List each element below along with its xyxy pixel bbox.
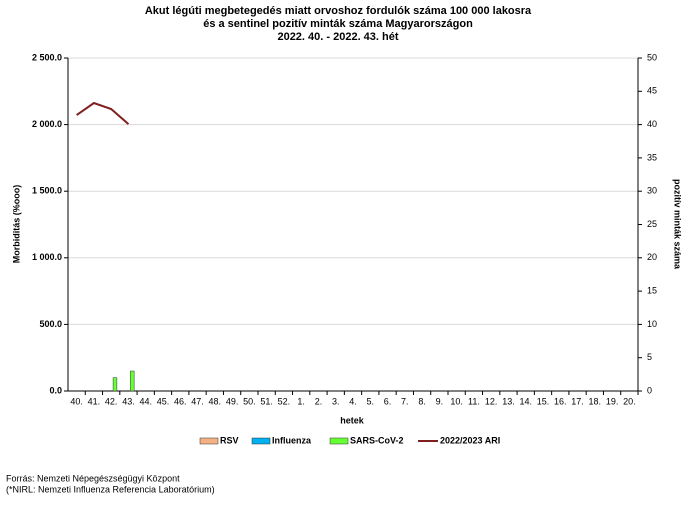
x-tick-label: 43. [122,396,135,406]
source-text: Forrás: Nemzeti Népegészségügyi Központ [6,473,180,483]
x-tick-label: 1. [297,396,305,406]
x-tick-label: 50. [243,396,256,406]
y-tick-label: 2 000.0 [32,119,62,129]
legend-swatch [251,437,271,445]
x-tick-label: 48. [209,396,222,406]
x-tick-label: 46. [174,396,187,406]
x-tick-label: 51. [260,396,273,406]
x-tick-label: 18. [589,396,602,406]
x-tick-label: 40. [70,396,83,406]
x-tick-label: 52. [278,396,291,406]
x-tick-label: 44. [139,396,152,406]
x-tick-label: 17. [571,396,584,406]
legend-swatch [199,437,219,445]
x-tick-label: 41. [88,396,101,406]
y2-tick-label: 40 [647,119,657,129]
legend-swatch [329,437,349,445]
x-tick-label: 9. [436,396,444,406]
bar [130,370,135,392]
y2-tick-label: 30 [647,186,657,196]
y2-tick-label: 15 [647,285,657,295]
chart-title: 2022. 40. - 2022. 43. hét [277,31,398,43]
y2-tick-label: 50 [647,52,657,62]
line [76,101,130,125]
y-tick-label: 2 500.0 [32,52,62,62]
chart-title: és a sentinel pozitív minták száma Magya… [203,18,473,30]
x-tick-label: 42. [105,396,118,406]
x-tick-label: 4. [349,396,357,406]
y-tick-label: 1 000.0 [32,252,62,262]
y-tick-label: 500.0 [39,319,62,329]
y2-tick-label: 5 [647,352,652,362]
x-tick-label: 45. [157,396,170,406]
x-tick-label: 14. [519,396,532,406]
y2-tick-label: 10 [647,319,657,329]
chart-title: Akut légúti megbetegedés miatt orvoshoz … [145,5,532,17]
x-tick-label: 5. [367,396,375,406]
y-axis-title: Morbiditás (%ooo) [11,185,21,264]
x-tick-label: 20. [623,396,636,406]
y2-tick-label: 45 [647,86,657,96]
x-tick-label: 19. [606,396,619,406]
x-tick-label: 7. [401,396,409,406]
y-tick-label: 0.0 [49,385,62,395]
legend-label: RSV [220,435,239,445]
x-tick-label: 3. [332,396,340,406]
bar [112,377,118,392]
x-tick-label: 6. [384,396,392,406]
y-tick-label: 1 500.0 [32,186,62,196]
x-tick-label: 11. [468,396,480,406]
x-tick-label: 49. [226,396,239,406]
y2-tick-label: 20 [647,252,657,262]
legend-label: SARS-CoV-2 [350,435,404,445]
legend-label: 2022/2023 ARI [440,435,500,445]
x-tick-label: 8. [418,396,426,406]
y2-tick-label: 35 [647,152,657,162]
x-tick-label: 15. [537,396,550,406]
x-axis-title: hetek [340,415,365,425]
x-tick-label: 2. [315,396,323,406]
y2-tick-label: 25 [647,219,657,229]
source-text: (*NIRL: Nemzeti Influenza Referencia Lab… [6,484,215,494]
x-tick-label: 47. [191,396,204,406]
x-tick-label: 12. [485,396,498,406]
x-tick-label: 13. [502,396,515,406]
x-tick-label: 16. [554,396,567,406]
x-tick-label: 10. [450,396,463,406]
y2-axis-title: pozitív minták száma [673,179,683,270]
legend-label: Influenza [272,435,312,445]
y2-tick-label: 0 [647,385,652,395]
